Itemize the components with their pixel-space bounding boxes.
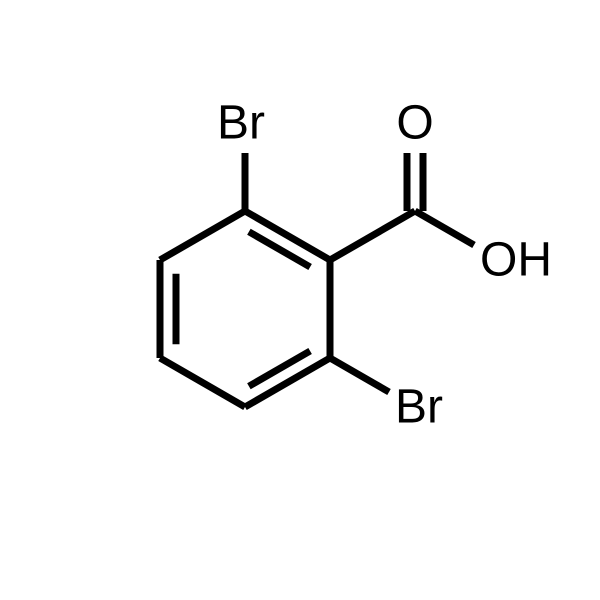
atom-label-o2: OH	[480, 234, 552, 287]
atom-label-br1: Br	[217, 97, 265, 150]
atom-label-br2: Br	[395, 381, 443, 434]
atom-label-o1: O	[396, 97, 433, 150]
molecule-diagram: O OH Br Br	[0, 0, 600, 600]
